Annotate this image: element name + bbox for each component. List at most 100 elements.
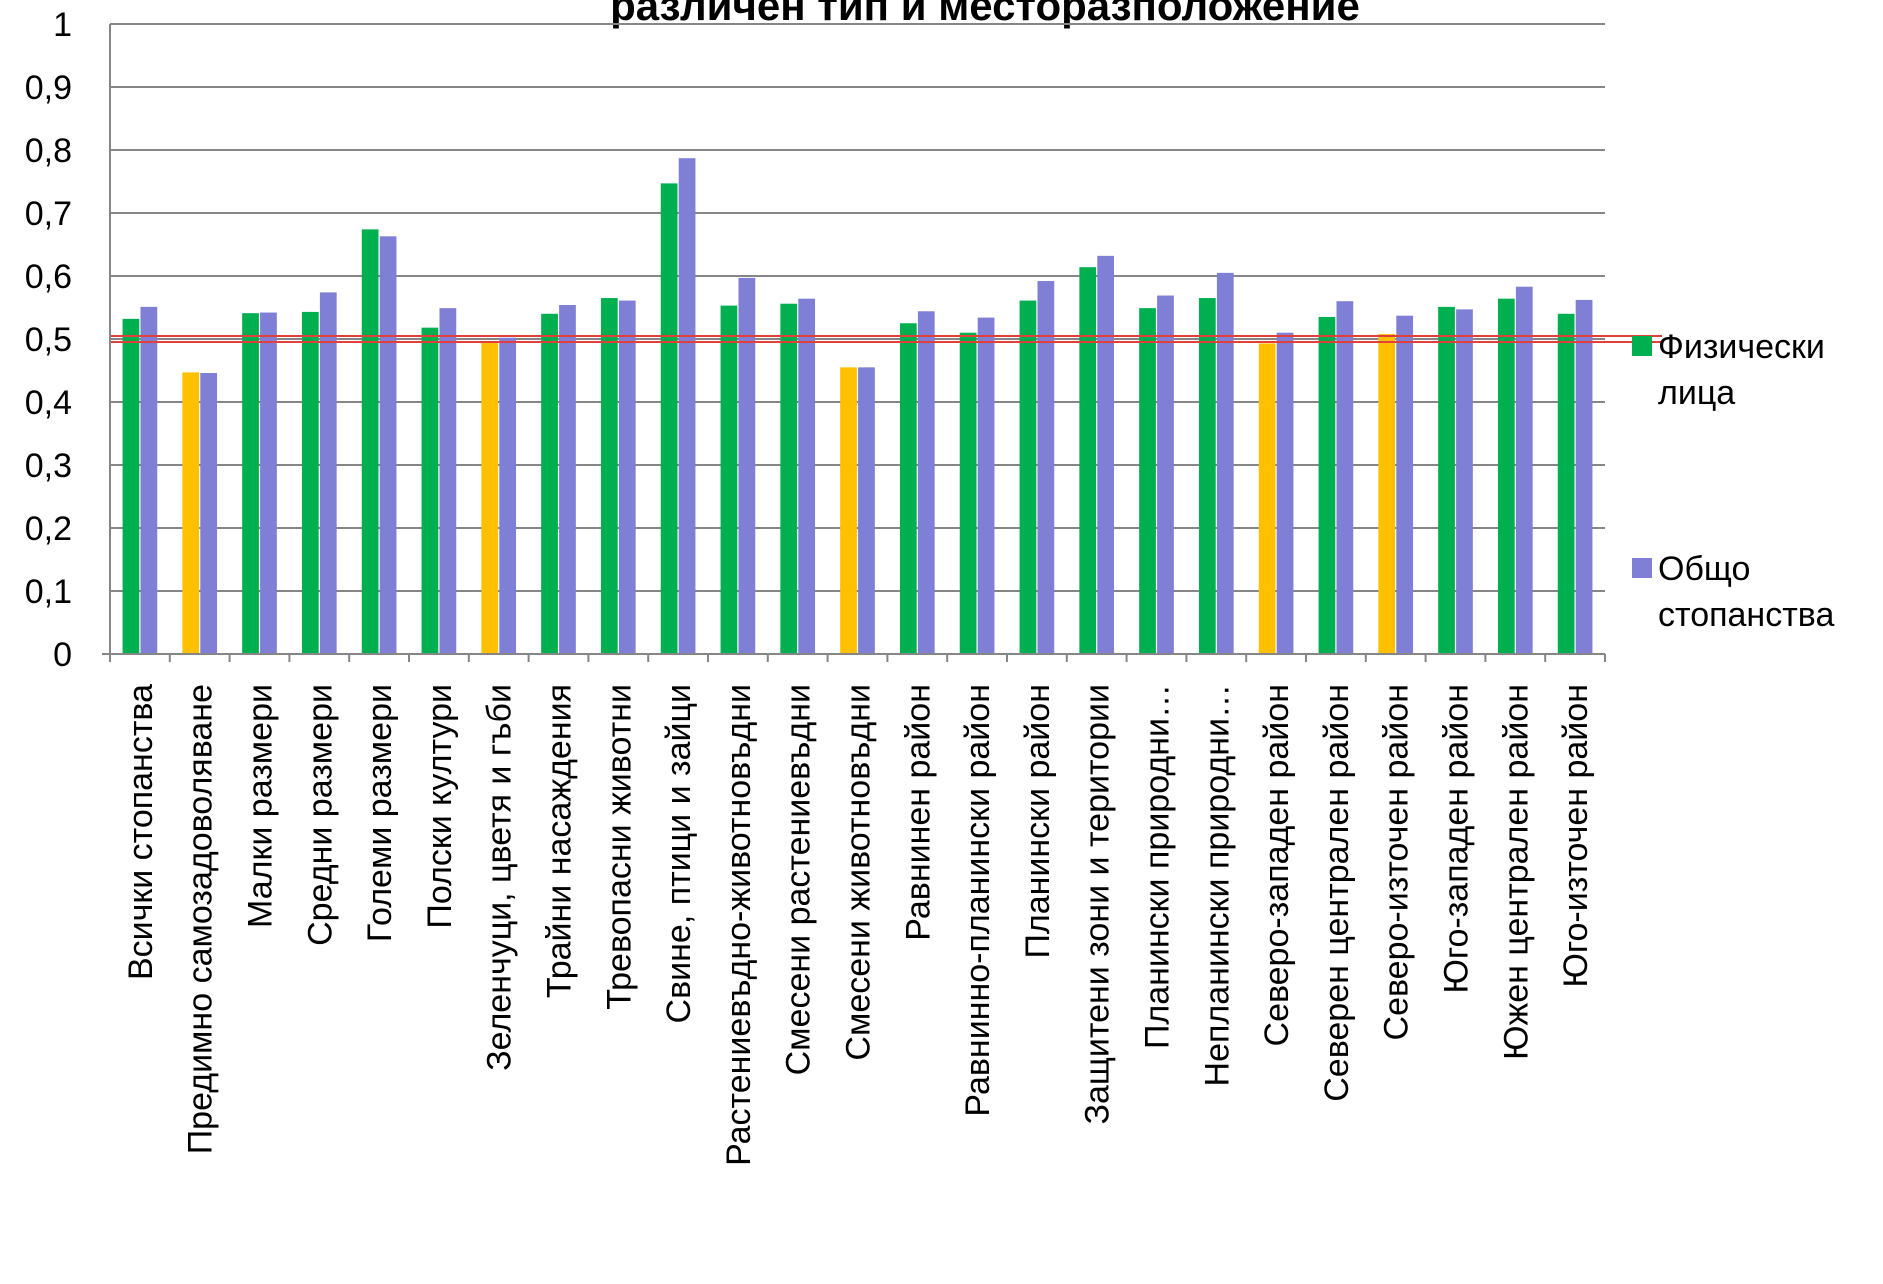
x-axis-ticks: Всички стопанства Предимно самозадоволява… (122, 684, 1595, 1166)
x-tick-label: Малки размери (242, 684, 280, 928)
bar-fizicheski-litsa (242, 313, 259, 654)
y-tick-label: 0,9 (25, 69, 72, 107)
legend-label: Физически (1658, 328, 1825, 366)
x-tick-label: Юго-източен район (1557, 684, 1595, 988)
x-tick-label: Южен централен район (1497, 684, 1535, 1060)
bar-obshto-stopanstva (559, 304, 576, 654)
x-tick-label: Зеленчуци, цветя и гъби (481, 684, 519, 1071)
bar-fizicheski-litsa (840, 367, 857, 654)
bar-fizicheski-litsa (720, 305, 738, 654)
x-tick-label: Защитени зони и територии (1079, 684, 1117, 1125)
bar-obshto-stopanstva (319, 292, 337, 654)
bar-fizicheski-litsa (660, 183, 678, 654)
bar-fizicheski-litsa (1497, 298, 1515, 654)
bar-fizicheski-litsa (1079, 267, 1097, 654)
x-tick-label: Юго-западен район (1438, 684, 1476, 994)
legend-label: лица (1658, 374, 1735, 412)
axes (102, 24, 1606, 662)
bar-obshto-stopanstva (977, 317, 995, 654)
y-tick-label: 0,8 (25, 132, 72, 170)
bar-obshto-stopanstva (858, 367, 875, 654)
bar-obshto-stopanstva (678, 158, 696, 654)
reference-line (110, 335, 1662, 343)
gridlines (110, 23, 1605, 592)
bar-fizicheski-litsa (959, 332, 977, 654)
x-tick-label: Средни размери (301, 684, 339, 946)
x-tick-label: Равнинно-планински район (959, 684, 997, 1117)
y-tick-label: 0,4 (25, 384, 72, 422)
y-tick-label: 1 (53, 6, 72, 44)
bar-obshto-stopanstva (379, 236, 397, 654)
bar-obshto-stopanstva (1575, 299, 1593, 654)
bar-obshto-stopanstva (1336, 301, 1354, 654)
x-tick-label: Планински район (1019, 684, 1057, 959)
bar-fizicheski-litsa (780, 303, 798, 654)
legend: Физически лица Общо стопанства (1632, 328, 1834, 634)
y-tick-label: 0,3 (25, 447, 72, 485)
x-tick-label: Северен централен район (1318, 684, 1356, 1102)
x-tick-label: Смесени животновъдни (840, 684, 878, 1061)
bar-obshto-stopanstva (798, 298, 816, 654)
y-tick-label: 0,6 (25, 258, 72, 296)
bar-fizicheski-litsa (1198, 298, 1216, 654)
bar-obshto-stopanstva (1396, 315, 1414, 654)
y-tick-label: 0,7 (25, 195, 72, 233)
y-tick-label: 0,2 (25, 510, 72, 548)
legend-swatch (1632, 336, 1652, 356)
bars (122, 158, 1593, 654)
bar-fizicheski-litsa (361, 229, 379, 654)
x-tick-label: Планински природни… (1139, 684, 1177, 1049)
bar-fizicheski-litsa (1318, 316, 1336, 654)
bar-fizicheski-litsa (421, 327, 439, 654)
bar-fizicheski-litsa (481, 341, 499, 654)
x-tick-label: Непланински природни… (1198, 684, 1236, 1086)
y-tick-label: 0,1 (25, 573, 72, 611)
x-tick-label: Северо-източен район (1378, 684, 1416, 1040)
bar-obshto-stopanstva (260, 312, 277, 654)
bar-fizicheski-litsa (1019, 300, 1037, 654)
x-tick-label: Всички стопанства (122, 684, 160, 980)
x-tick-label: Свине, птици и зайци (660, 684, 698, 1023)
bar-fizicheski-litsa (600, 298, 618, 654)
bar-obshto-stopanstva (439, 308, 457, 654)
bar-fizicheski-litsa (122, 318, 140, 654)
x-tick-label: Смесени растениевъдни (780, 684, 818, 1075)
bar-obshto-stopanstva (1216, 272, 1234, 654)
x-tick-label: Трайни насаждения (541, 684, 579, 998)
bar-obshto-stopanstva (1037, 281, 1055, 654)
bar-fizicheski-litsa (1139, 308, 1156, 654)
bar-obshto-stopanstva (1276, 332, 1294, 654)
bar-obshto-stopanstva (1515, 286, 1533, 654)
bar-fizicheski-litsa (541, 313, 558, 654)
y-axis-ticks: 0 0,1 0,2 0,3 0,4 0,5 0,6 0,7 0,8 0,9 1 (25, 6, 72, 674)
legend-label: Общо (1658, 550, 1750, 588)
x-tick-label: Растениевъдно-животновъдни (720, 684, 758, 1166)
bar-obshto-stopanstva (1157, 295, 1174, 654)
legend-label: стопанства (1658, 596, 1834, 634)
bar-fizicheski-litsa (899, 323, 917, 654)
bar-fizicheski-litsa (182, 372, 200, 654)
x-tick-label: Равнинен район (899, 684, 937, 941)
bar-obshto-stopanstva (917, 311, 935, 654)
bar-obshto-stopanstva (1456, 309, 1473, 654)
bar-obshto-stopanstva (618, 300, 636, 654)
y-tick-label: 0 (53, 636, 72, 674)
bar-fizicheski-litsa (301, 311, 319, 654)
x-tick-label: Северо-западен район (1258, 684, 1296, 1046)
bar-obshto-stopanstva (140, 306, 158, 654)
y-tick-label: 0,5 (25, 321, 72, 359)
legend-swatch (1632, 558, 1652, 578)
bar-obshto-stopanstva (738, 277, 756, 654)
bar-obshto-stopanstva (499, 337, 517, 654)
bar-fizicheski-litsa (1438, 306, 1455, 654)
x-tick-label: Тревопасни животни (600, 684, 638, 1010)
x-tick-label: Полски култури (421, 684, 459, 929)
bar-fizicheski-litsa (1557, 313, 1575, 654)
bar-obshto-stopanstva (200, 373, 218, 654)
x-tick-label: Големи размери (361, 684, 399, 942)
bar-obshto-stopanstva (1097, 255, 1115, 654)
x-tick-label: Предимно самозадоволяване (182, 684, 220, 1154)
bar-fizicheski-litsa (1258, 343, 1276, 654)
bar-fizicheski-litsa (1378, 333, 1396, 654)
